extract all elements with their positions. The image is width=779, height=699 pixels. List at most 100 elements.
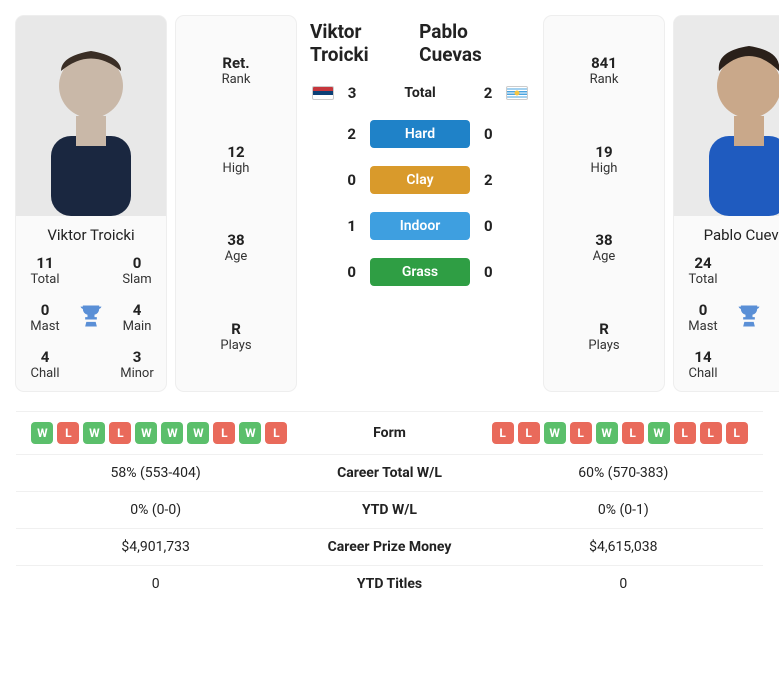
prize-label: Career Prize Money <box>295 529 483 566</box>
career-wl-label: Career Total W/L <box>295 455 483 492</box>
form-win-icon[interactable]: W <box>161 422 183 444</box>
p1-prize: $4,901,733 <box>16 529 295 566</box>
comparison-top: Viktor Troicki 11Total 0Slam 0Mast 4Main… <box>16 16 763 391</box>
surface-p2-score: 0 <box>478 217 534 235</box>
form-loss-icon[interactable]: L <box>213 422 235 444</box>
p2-name: Pablo Cuevas <box>674 226 779 244</box>
age-label: Age <box>176 249 296 264</box>
high-label: High <box>176 161 296 176</box>
titles-mast-label: Mast <box>22 319 68 334</box>
titles-minor-label: Minor <box>772 366 779 381</box>
p1-form: WLWLWWWLWL <box>24 422 287 444</box>
form-loss-icon[interactable]: L <box>492 422 514 444</box>
form-label: Form <box>295 412 483 455</box>
p1-plays-val: R <box>176 320 296 338</box>
p2-stats-card: 841Rank 19High 38Age RPlays <box>544 16 664 391</box>
p2-titles: 24Total 0Slam 0Mast 6Main 14Chall 3Minor <box>674 254 779 381</box>
p2-rank: 841Rank <box>544 50 664 91</box>
surface-p1-score: 0 <box>306 171 362 189</box>
form-row: WLWLWWWLWL Form LLWLWLWLLL <box>16 412 763 455</box>
p2-titles-chall: 14Chall <box>680 348 726 381</box>
form-loss-icon[interactable]: L <box>674 422 696 444</box>
p1-titles-mast-val: 0 <box>22 301 68 319</box>
p1-name: Viktor Troicki <box>16 226 166 244</box>
form-loss-icon[interactable]: L <box>518 422 540 444</box>
form-loss-icon[interactable]: L <box>622 422 644 444</box>
form-win-icon[interactable]: W <box>239 422 261 444</box>
surface-row-clay: 0Clay2 <box>306 166 534 194</box>
p2-titles-main: 6Main <box>772 301 779 334</box>
p1-rank-val: Ret. <box>176 54 296 72</box>
p1-titles-total: 11Total <box>22 254 68 287</box>
surface-row-indoor: 1 Indoor 0 <box>306 212 534 240</box>
form-loss-icon[interactable]: L <box>265 422 287 444</box>
p2-titles-total-val: 24 <box>680 254 726 272</box>
titles-main-label: Main <box>772 319 779 334</box>
p1-player-card: Viktor Troicki 11Total 0 Slam 0Mast 4Main… <box>16 16 166 391</box>
surface-pill-clay[interactable]: Clay <box>370 166 470 194</box>
titles-slam-label: Slam <box>772 272 779 287</box>
p2-prize: $4,615,038 <box>484 529 763 566</box>
p1-titles-chall: 4Chall <box>22 348 68 381</box>
p1-ytd-titles: 0 <box>16 566 295 603</box>
p1-titles-main: 4Main <box>114 301 160 334</box>
p1-age: 38Age <box>176 227 296 268</box>
surface-pill-grass[interactable]: Grass <box>370 258 470 286</box>
p2-titles-chall-val: 14 <box>680 348 726 366</box>
form-loss-icon[interactable]: L <box>57 422 79 444</box>
p2-flag-icon <box>506 86 528 100</box>
surface-pill-indoor[interactable]: Indoor <box>370 212 470 240</box>
p2-titles-slam: 0Slam <box>772 254 779 287</box>
p1-high: 12High <box>176 139 296 180</box>
form-win-icon[interactable]: W <box>135 422 157 444</box>
p1-titles-minor-val: 3 <box>114 348 160 366</box>
titles-slam-label: Slam <box>114 272 160 287</box>
form-loss-icon[interactable]: L <box>700 422 722 444</box>
p2-photo <box>674 16 779 216</box>
career-wl-row: 58% (553-404) Career Total W/L 60% (570-… <box>16 455 763 492</box>
p2-age: 38Age <box>544 227 664 268</box>
p1-titles-mast: 0Mast <box>22 301 68 334</box>
p1-name-heading[interactable]: Viktor Troicki <box>310 20 419 66</box>
form-win-icon[interactable]: W <box>83 422 105 444</box>
rank-label: Rank <box>544 72 664 87</box>
form-loss-icon[interactable]: L <box>570 422 592 444</box>
form-win-icon[interactable]: W <box>187 422 209 444</box>
comparison-table: WLWLWWWLWL Form LLWLWLWLLL 58% (553-404)… <box>16 411 763 602</box>
p1-avatar-placeholder <box>16 16 166 216</box>
names-row: Viktor Troicki Pablo Cuevas <box>306 20 534 66</box>
rank-label: Rank <box>176 72 296 87</box>
p2-ytd-wl: 0% (0-1) <box>484 492 763 529</box>
form-win-icon[interactable]: W <box>31 422 53 444</box>
titles-minor-label: Minor <box>114 366 160 381</box>
p2-titles-minor-val: 3 <box>772 348 779 366</box>
surface-p1-score: 2 <box>306 125 362 143</box>
p2-titles-mast: 0Mast <box>680 301 726 334</box>
form-win-icon[interactable]: W <box>596 422 618 444</box>
surface-pill-hard[interactable]: Hard <box>370 120 470 148</box>
surface-p1-score: 0 <box>306 263 362 281</box>
surface-row-grass: 0Grass0 <box>306 258 534 286</box>
p2-high: 19High <box>544 139 664 180</box>
h2h-total-label: Total <box>404 85 435 101</box>
plays-label: Plays <box>544 338 664 353</box>
form-win-icon[interactable]: W <box>544 422 566 444</box>
ytd-wl-label: YTD W/L <box>295 492 483 529</box>
center-column: Viktor Troicki Pablo Cuevas 3 Total 2 2H… <box>306 16 534 391</box>
h2h-p1: 3 <box>348 84 357 102</box>
p2-avatar-placeholder <box>674 16 779 216</box>
p1-titles: 11Total 0 Slam 0Mast 4Main 4Chall 3Minor <box>16 254 166 381</box>
surface-row-hard: 2Hard0 <box>306 120 534 148</box>
form-loss-icon[interactable]: L <box>726 422 748 444</box>
titles-total-label: Total <box>680 272 726 287</box>
titles-mast-label: Mast <box>680 319 726 334</box>
form-loss-icon[interactable]: L <box>109 422 131 444</box>
p2-high-val: 19 <box>544 143 664 161</box>
form-win-icon[interactable]: W <box>648 422 670 444</box>
p2-titles-slam-val: 0 <box>772 254 779 272</box>
p2-name-heading[interactable]: Pablo Cuevas <box>419 20 530 66</box>
p1-titles-total-val: 11 <box>22 254 68 272</box>
surface-p1-score: 1 <box>306 217 362 235</box>
p2-age-val: 38 <box>544 231 664 249</box>
prize-row: $4,901,733 Career Prize Money $4,615,038 <box>16 529 763 566</box>
